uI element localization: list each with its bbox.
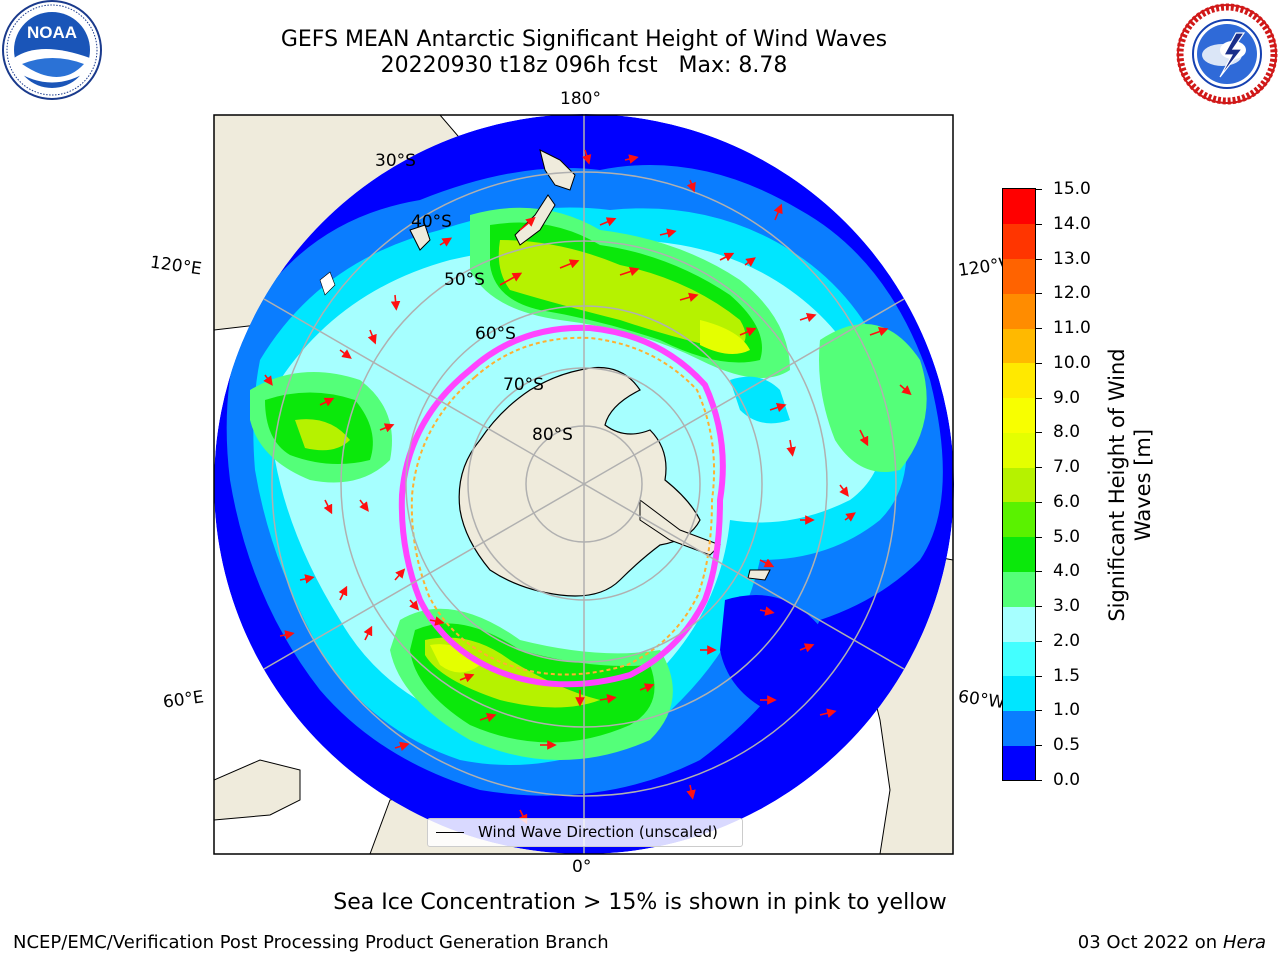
colorbar [1002, 188, 1036, 781]
colorbar-tick [1036, 328, 1042, 329]
colorbar-tick-label: 15.0 [1053, 179, 1091, 199]
colorbar-tick [1036, 398, 1042, 399]
colorbar-tick-label: 5.0 [1053, 527, 1080, 547]
colorbar-tick [1036, 363, 1042, 364]
colorbar-tick [1036, 641, 1042, 642]
colorbar-tick-label: 14.0 [1053, 214, 1091, 234]
colorbar-tick [1036, 224, 1042, 225]
colorbar-tick [1036, 676, 1042, 677]
colorbar-segment [1003, 328, 1035, 363]
colorbar-tick [1036, 293, 1042, 294]
colorbar-tick-label: 7.0 [1053, 457, 1080, 477]
colorbar-tick-label: 9.0 [1053, 388, 1080, 408]
map-legend: Wind Wave Direction (unscaled) [427, 818, 743, 847]
colorbar-tick [1036, 189, 1042, 190]
colorbar-tick-label: 4.0 [1053, 561, 1080, 581]
colorbar-tick [1036, 432, 1042, 433]
longitude-label-top: 180° [560, 89, 601, 109]
latitude-label: 80°S [532, 425, 573, 445]
colorbar-segment [1003, 676, 1035, 711]
colorbar-tick [1036, 710, 1042, 711]
colorbar-segment [1003, 571, 1035, 606]
wave-height-map [0, 0, 1280, 960]
latitude-label: 50°S [444, 270, 485, 290]
colorbar-tick-label: 12.0 [1053, 283, 1091, 303]
colorbar-tick [1036, 259, 1042, 260]
colorbar-segment [1003, 502, 1035, 537]
colorbar-segment [1003, 467, 1035, 502]
colorbar-tick-label: 13.0 [1053, 249, 1091, 269]
footer-credit: NCEP/EMC/Verification Post Processing Pr… [13, 932, 609, 953]
colorbar-tick [1036, 571, 1042, 572]
colorbar-tick [1036, 780, 1042, 781]
colorbar-tick-label: 3.0 [1053, 596, 1080, 616]
colorbar-segment [1003, 224, 1035, 259]
colorbar-tick-label: 8.0 [1053, 422, 1080, 442]
colorbar-segment [1003, 189, 1035, 224]
footer-machine: Hera [1223, 932, 1266, 953]
latitude-label: 30°S [375, 151, 416, 171]
colorbar-tick-label: 1.5 [1053, 666, 1080, 686]
latitude-label: 60°S [475, 324, 516, 344]
colorbar-segment [1003, 293, 1035, 328]
colorbar-segment [1003, 398, 1035, 433]
colorbar-tick [1036, 745, 1042, 746]
colorbar-title: Significant Height of Wind Waves [m] [1104, 325, 1156, 645]
colorbar-segment [1003, 363, 1035, 398]
latitude-label: 70°S [503, 375, 544, 395]
colorbar-tick [1036, 502, 1042, 503]
colorbar-segment [1003, 745, 1035, 780]
footer-date: 03 Oct 2022 on Hera [1078, 932, 1266, 953]
colorbar-segment [1003, 259, 1035, 294]
legend-label: Wind Wave Direction (unscaled) [478, 823, 718, 841]
colorbar-tick [1036, 606, 1042, 607]
colorbar-tick-label: 0.5 [1053, 735, 1080, 755]
legend-line-sample [436, 832, 464, 833]
longitude-label-bottom: 0° [572, 857, 591, 877]
colorbar-tick-label: 0.0 [1053, 770, 1080, 790]
colorbar-tick [1036, 537, 1042, 538]
colorbar-segment [1003, 606, 1035, 641]
colorbar-segment [1003, 432, 1035, 467]
colorbar-tick-label: 11.0 [1053, 318, 1091, 338]
colorbar-segment [1003, 537, 1035, 572]
colorbar-tick-label: 1.0 [1053, 700, 1080, 720]
colorbar-tick-label: 10.0 [1053, 353, 1091, 373]
colorbar-tick [1036, 467, 1042, 468]
latitude-label: 40°S [411, 212, 452, 232]
footer-date-text: 03 Oct 2022 on [1078, 932, 1223, 953]
colorbar-tick-label: 2.0 [1053, 631, 1080, 651]
colorbar-segment [1003, 641, 1035, 676]
sea-ice-note: Sea Ice Concentration > 15% is shown in … [0, 890, 1280, 915]
colorbar-segment [1003, 710, 1035, 745]
colorbar-tick-label: 6.0 [1053, 492, 1080, 512]
